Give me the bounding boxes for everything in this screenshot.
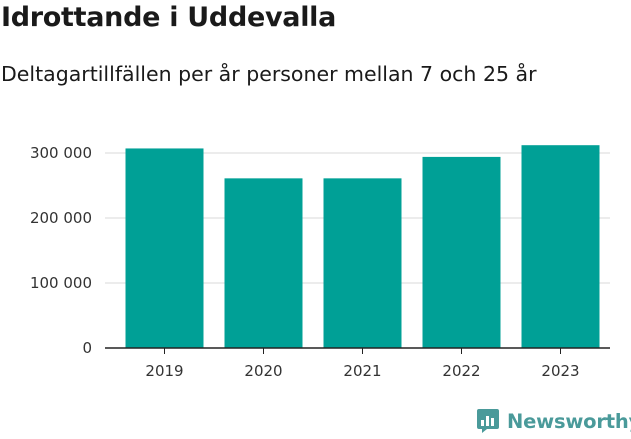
bar-2020 (224, 178, 303, 348)
y-tick-label: 0 (82, 339, 92, 357)
axes: 0 100 000 200 000 300 000 2019 2020 2021 2022 20… (30, 144, 610, 380)
chart-subtitle: Deltagartillfällen per år personer mella… (1, 62, 537, 86)
y-tick-label: 200 000 (30, 209, 92, 227)
brand-name: Newsworthy (507, 409, 631, 433)
y-tick-label: 100 000 (30, 274, 92, 292)
bar-2019 (125, 148, 204, 348)
bar-2021 (323, 178, 402, 348)
y-tick-label: 300 000 (30, 144, 92, 162)
x-tick-label: 2020 (244, 362, 282, 380)
x-tick-label: 2023 (541, 362, 579, 380)
bar-2022 (422, 156, 501, 348)
newsworthy-chart-icon (477, 409, 499, 433)
chart-title: Idrottande i Uddevalla (1, 2, 337, 33)
newsworthy-logo: Newsworthy (476, 408, 631, 434)
bar-chart: 0 100 000 200 000 300 000 2019 2020 2021 2022 20… (30, 144, 610, 380)
x-tick-label: 2022 (442, 362, 480, 380)
bars (125, 145, 600, 348)
x-tick-label: 2021 (343, 362, 381, 380)
bar-2023 (521, 145, 600, 348)
x-tick-label: 2019 (145, 362, 183, 380)
